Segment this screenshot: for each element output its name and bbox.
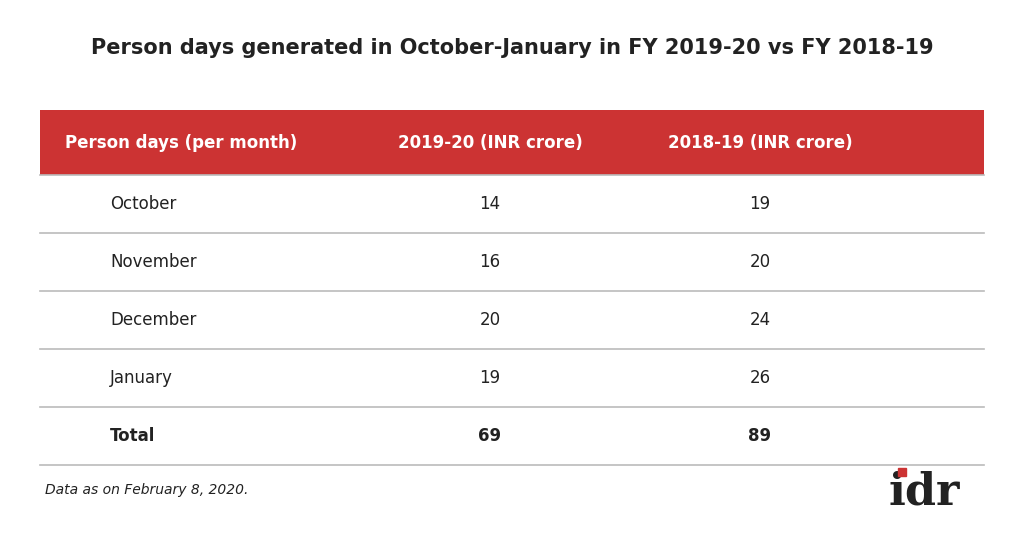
Text: Person days generated in October-January in FY 2019-20 vs FY 2018-19: Person days generated in October-January… bbox=[91, 38, 933, 58]
Text: October: October bbox=[110, 195, 176, 213]
Text: Person days (per month): Person days (per month) bbox=[65, 134, 297, 151]
Text: 69: 69 bbox=[478, 427, 502, 445]
Text: 19: 19 bbox=[750, 195, 771, 213]
Text: 16: 16 bbox=[479, 253, 501, 271]
Text: 2019-20 (INR crore): 2019-20 (INR crore) bbox=[397, 134, 583, 151]
Text: November: November bbox=[110, 253, 197, 271]
Text: 26: 26 bbox=[750, 369, 771, 387]
Bar bbox=[40, 110, 984, 175]
Text: 89: 89 bbox=[749, 427, 771, 445]
Text: idr: idr bbox=[889, 470, 961, 514]
Text: January: January bbox=[110, 369, 173, 387]
Text: 20: 20 bbox=[479, 311, 501, 329]
Text: 2018-19 (INR crore): 2018-19 (INR crore) bbox=[668, 134, 852, 151]
Text: Data as on February 8, 2020.: Data as on February 8, 2020. bbox=[45, 483, 249, 497]
Text: 19: 19 bbox=[479, 369, 501, 387]
Text: 14: 14 bbox=[479, 195, 501, 213]
Text: 24: 24 bbox=[750, 311, 771, 329]
Text: 20: 20 bbox=[750, 253, 771, 271]
Text: Total: Total bbox=[110, 427, 156, 445]
Text: December: December bbox=[110, 311, 197, 329]
Bar bbox=[40, 175, 984, 465]
